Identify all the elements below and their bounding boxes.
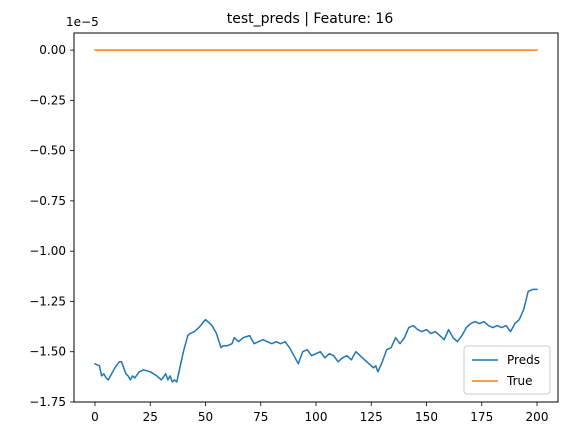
x-tick-label: 100 [305,410,328,424]
y-offset-label: 1e−5 [66,15,99,29]
x-tick-label: 25 [143,410,158,424]
x-tick-label: 75 [253,410,268,424]
y-tick-label: −0.25 [29,93,66,107]
y-tick-label: −1.00 [29,244,66,258]
y-tick-label: −1.50 [29,345,66,359]
legend: Preds True [463,345,551,395]
x-tick-label: 150 [415,410,438,424]
legend-label-true: True [506,374,533,388]
legend-box [463,345,551,395]
x-tick-label: 50 [198,410,213,424]
y-tick-label: 0.00 [39,43,66,57]
y-tick-label: −1.75 [29,395,66,409]
series-line-preds [94,288,538,383]
series-layer [94,49,538,383]
x-axis: 0 25 50 75 100 125 150 175 200 [91,402,548,424]
y-tick-label: −1.25 [29,294,66,308]
chart-title: test_preds | Feature: 16 [227,11,394,27]
x-tick-label: 125 [360,410,383,424]
y-tick-label: −0.75 [29,194,66,208]
x-tick-label: 0 [91,410,99,424]
y-tick-label: −0.50 [29,144,66,158]
legend-label-preds: Preds [507,353,540,367]
x-tick-label: 200 [526,410,549,424]
x-tick-label: 175 [470,410,493,424]
y-axis: 0.00 −0.25 −0.50 −0.75 −1.00 −1.25 −1.50 −1.75 [29,43,74,409]
